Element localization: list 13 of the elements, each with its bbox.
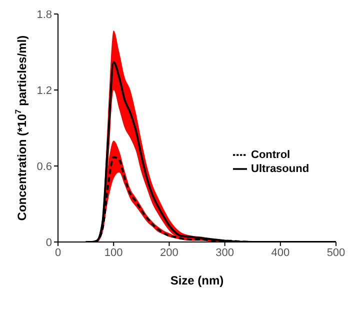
y-tick-label: 0 [46, 236, 52, 249]
y-tick-label: 1.8 [36, 8, 52, 21]
y-tick-label: 1.2 [36, 84, 52, 97]
x-tick-label: 200 [160, 246, 178, 259]
legend-label: Control [251, 148, 290, 161]
x-tick-label: 500 [326, 246, 346, 259]
x-tick-label: 300 [216, 246, 234, 259]
legend-label: Ultrasound [251, 162, 310, 175]
x-axis-title: Size (nm) [170, 274, 224, 288]
x-tick-label: 100 [104, 246, 123, 259]
y-tick-label: 0.6 [36, 160, 52, 173]
x-tick-label: 400 [271, 246, 290, 259]
x-tick-label: 0 [54, 246, 62, 259]
